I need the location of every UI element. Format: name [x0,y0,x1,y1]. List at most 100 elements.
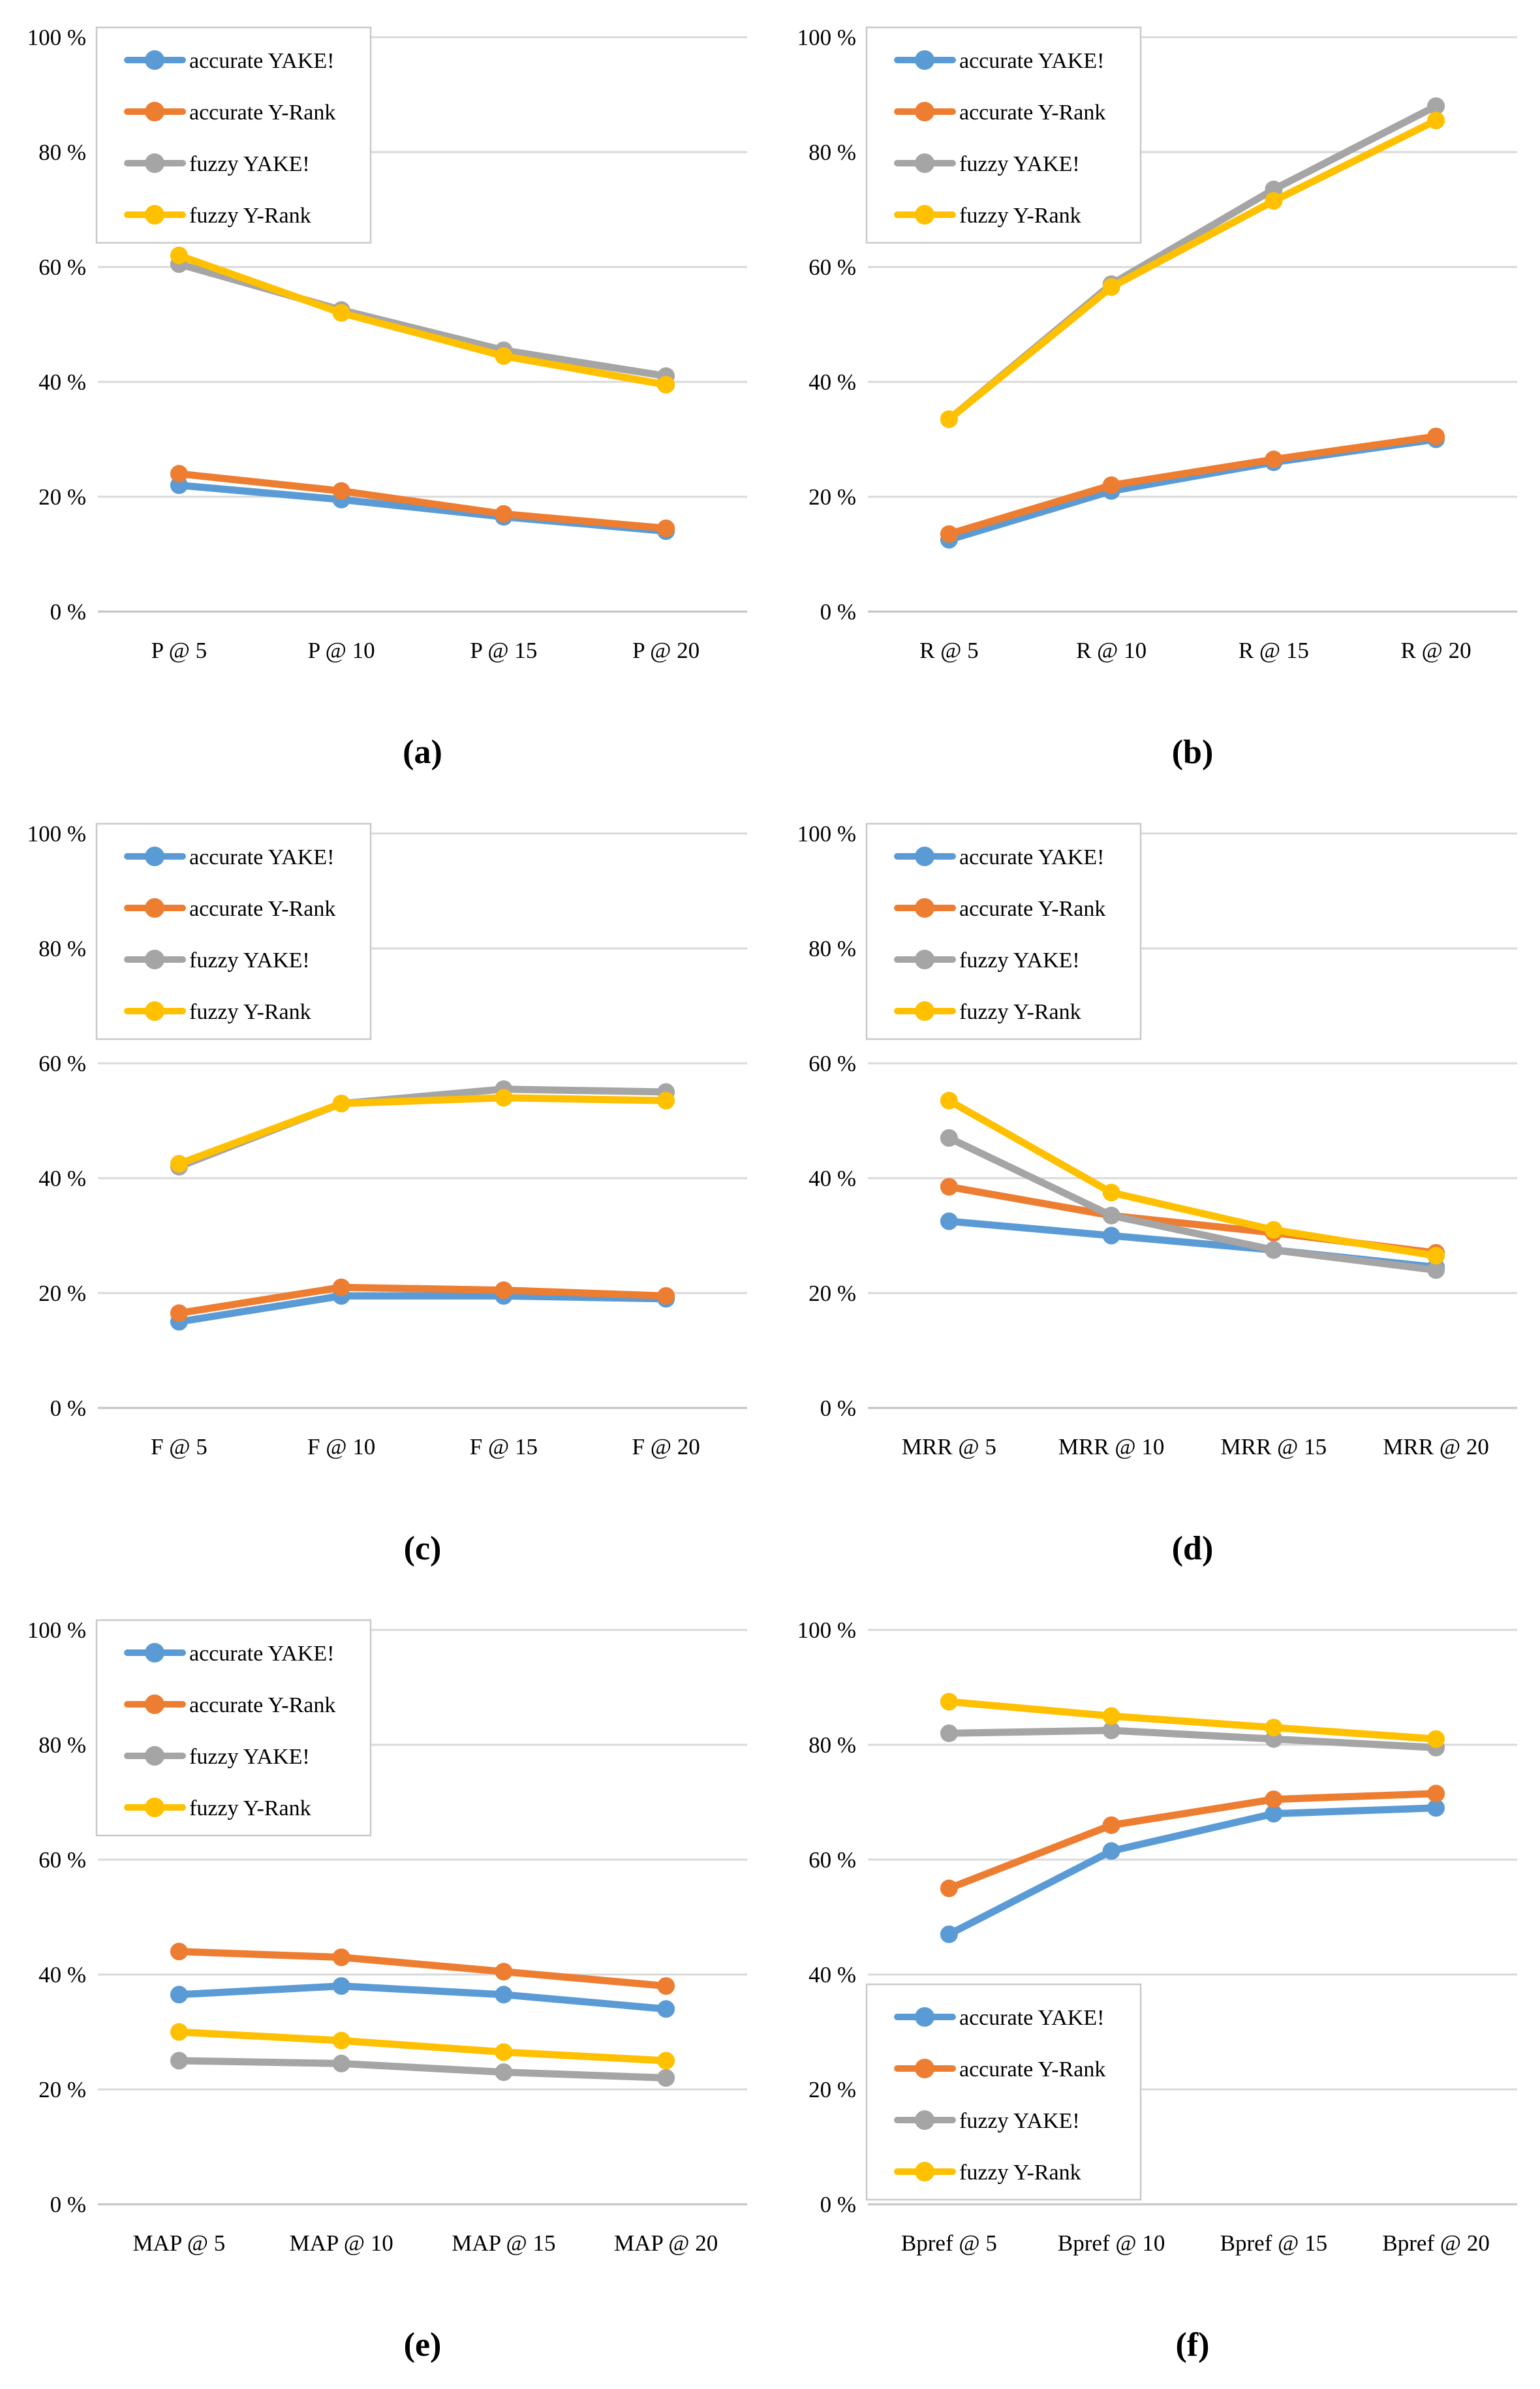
figure-panel-a: 100 % 80 % 60 % 40 % 20 % 0 % P @ 5 P @ 10 P @ 1… [0,0,770,796]
data-point-fuzzy-yake-3 [1427,1261,1445,1279]
x-tick-label: P @ 10 [308,638,375,663]
data-point-fuzzy-y-rank-1 [1102,1183,1120,1202]
legend-item-fuzzy-y-rank: fuzzy Y-Rank [894,2161,1081,2185]
data-point-fuzzy-yake-2 [1265,1241,1283,1259]
x-tick-label: MAP @ 5 [132,2230,225,2256]
y-tick-label: 0 % [820,599,856,625]
data-point-fuzzy-yake-0 [940,1724,958,1742]
y-tick-label: 40 % [808,1166,856,1191]
x-tick-label: Bpref @ 15 [1220,2230,1327,2256]
legend-marker-icon-fuzzy-y-rank [915,205,934,225]
x-tick-label: Bpref @ 5 [901,2230,997,2256]
x-tick-label: Bpref @ 20 [1382,2230,1489,2256]
series-accurate-y-rank [170,1278,675,1322]
caption-d: (d) [1171,1530,1214,1567]
legend-marker-icon-fuzzy-yake [145,950,164,969]
series-accurate-y-rank [940,1178,1445,1262]
legend-label-fuzzy-yake: fuzzy YAKE! [959,152,1080,176]
series-accurate-y-rank [170,1943,675,1995]
legend-label-fuzzy-yake: fuzzy YAKE! [189,1745,310,1769]
x-tick-label: R @ 5 [919,638,979,663]
legend-item-accurate-yake: accurate YAKE! [894,2006,1104,2030]
data-point-fuzzy-y-rank-0 [170,1155,188,1173]
series-fuzzy-y-rank [170,246,675,394]
data-point-accurate-yake-1 [1102,1226,1120,1245]
data-point-fuzzy-y-rank-1 [332,304,350,322]
legend-marker-icon-fuzzy-y-rank [145,205,164,225]
data-point-fuzzy-yake-3 [657,2069,675,2087]
legend-item-fuzzy-yake: fuzzy YAKE! [124,948,310,973]
legend-label-accurate-yake: accurate YAKE! [189,49,334,73]
data-point-fuzzy-yake-1 [1102,1721,1120,1740]
legend-item-accurate-y-rank: accurate Y-Rank [124,1693,335,1717]
series-line-accurate-y-rank [945,1790,1440,1892]
data-point-accurate-y-rank-2 [495,1281,513,1300]
series-accurate-yake [940,1799,1445,1943]
data-point-fuzzy-y-rank-3 [1427,1247,1445,1265]
data-point-accurate-yake-2 [1265,1805,1283,1823]
y-tick-label: 80 % [38,140,86,165]
data-point-fuzzy-yake-0 [170,2052,188,2070]
legend-label-accurate-y-rank: accurate Y-Rank [189,1693,335,1717]
data-point-fuzzy-y-rank-3 [1427,1730,1445,1748]
figure-panel-f: 100 % 80 % 60 % 40 % 20 % 0 % Bpref @ 5 Bpref @… [770,1593,1540,2389]
y-axis-tick-labels: 100 % 80 % 60 % 40 % 20 % 0 % [27,25,86,625]
legend-label-fuzzy-y-rank: fuzzy Y-Rank [959,204,1081,228]
series-line-fuzzy-y-rank [945,1097,1440,1260]
x-tick-label: MAP @ 20 [614,2230,718,2256]
x-axis-tick-labels: P @ 5 P @ 10 P @ 15 P @ 20 [151,638,700,663]
legend-marker-icon-accurate-y-rank [915,102,934,121]
x-tick-label: R @ 15 [1239,638,1309,663]
data-point-fuzzy-y-rank-2 [1265,1221,1283,1239]
legend-label-accurate-y-rank: accurate Y-Rank [959,897,1105,921]
series-line-fuzzy-y-rank [945,1698,1440,1743]
legend-marker-icon-fuzzy-yake [915,2110,934,2130]
data-point-fuzzy-yake-3 [1427,97,1445,116]
series-fuzzy-yake [940,1129,1445,1279]
chart-e: 100 %80 %60 %40 %20 %0 %MAP @ 5 MAP @ 10 M… [27,1617,747,2256]
data-point-accurate-yake-0 [170,1986,188,2004]
legend-item-fuzzy-y-rank: fuzzy Y-Rank [124,1000,311,1024]
series-accurate-y-rank [940,1785,1445,1897]
y-axis-tick-labels: 100 % 80 % 60 % 40 % 20 % 0 % [797,25,856,625]
series-line-accurate-y-rank [175,1283,670,1317]
legend-item-fuzzy-y-rank: fuzzy Y-Rank [894,1000,1081,1024]
legend-label-fuzzy-y-rank: fuzzy Y-Rank [189,1000,311,1024]
data-point-accurate-y-rank-3 [1427,1785,1445,1803]
y-tick-label: 40 % [808,1962,856,1988]
legend-label-accurate-y-rank: accurate Y-Rank [959,2057,1105,2082]
series-line-accurate-yake [175,1292,670,1326]
legend-marker-icon-fuzzy-y-rank [915,2162,934,2181]
legend-item-fuzzy-y-rank: fuzzy Y-Rank [124,1796,311,1820]
y-tick-label: 0 % [50,2192,86,2217]
y-tick-label: 20 % [808,2077,856,2102]
legend-item-accurate-y-rank: accurate Y-Rank [894,2057,1105,2082]
y-tick-label: 80 % [38,1732,86,1758]
data-point-fuzzy-y-rank-1 [1102,278,1120,296]
x-axis-tick-labels: R @ 5 R @ 10 R @ 15 R @ 20 [919,638,1471,663]
legend-marker-icon-fuzzy-y-rank [145,1798,164,1817]
series-accurate-y-rank [940,428,1445,543]
y-tick-label: 0 % [820,1396,856,1421]
figure-panel-b: 100 % 80 % 60 % 40 % 20 % 0 % R @ 5 R @ 10 R @ 1… [770,0,1540,796]
legend-label-accurate-yake: accurate YAKE! [959,845,1104,869]
legend: accurate YAKE! accurate Y-Rank fuzzy YAKE!… [95,1619,372,1837]
legend: accurate YAKE! accurate Y-Rank fuzzy YAKE!… [95,822,372,1040]
legend-label-accurate-yake: accurate YAKE! [189,845,334,869]
data-point-accurate-y-rank-1 [332,1948,350,1967]
data-point-accurate-y-rank-2 [1265,450,1283,469]
y-tick-label: 40 % [38,369,86,395]
series-line-fuzzy-yake [945,1726,1440,1751]
x-axis-tick-labels: MAP @ 5 MAP @ 10 MAP @ 15 MAP @ 20 [132,2230,718,2256]
data-point-accurate-y-rank-3 [657,519,675,537]
y-tick-label: 20 % [38,484,86,510]
y-tick-label: 80 % [808,936,856,961]
data-point-accurate-y-rank-2 [495,1963,513,1981]
x-tick-label: P @ 20 [632,638,700,663]
data-point-fuzzy-y-rank-1 [1102,1707,1120,1725]
series-line-fuzzy-yake [175,2057,670,2082]
y-tick-label: 60 % [38,1051,86,1076]
y-tick-label: 0 % [50,1396,86,1421]
chart-f: 100 %80 %60 %40 %20 %0 %Bpref @ 5 Bpref @… [797,1617,1517,2256]
series-fuzzy-yake [170,255,675,385]
